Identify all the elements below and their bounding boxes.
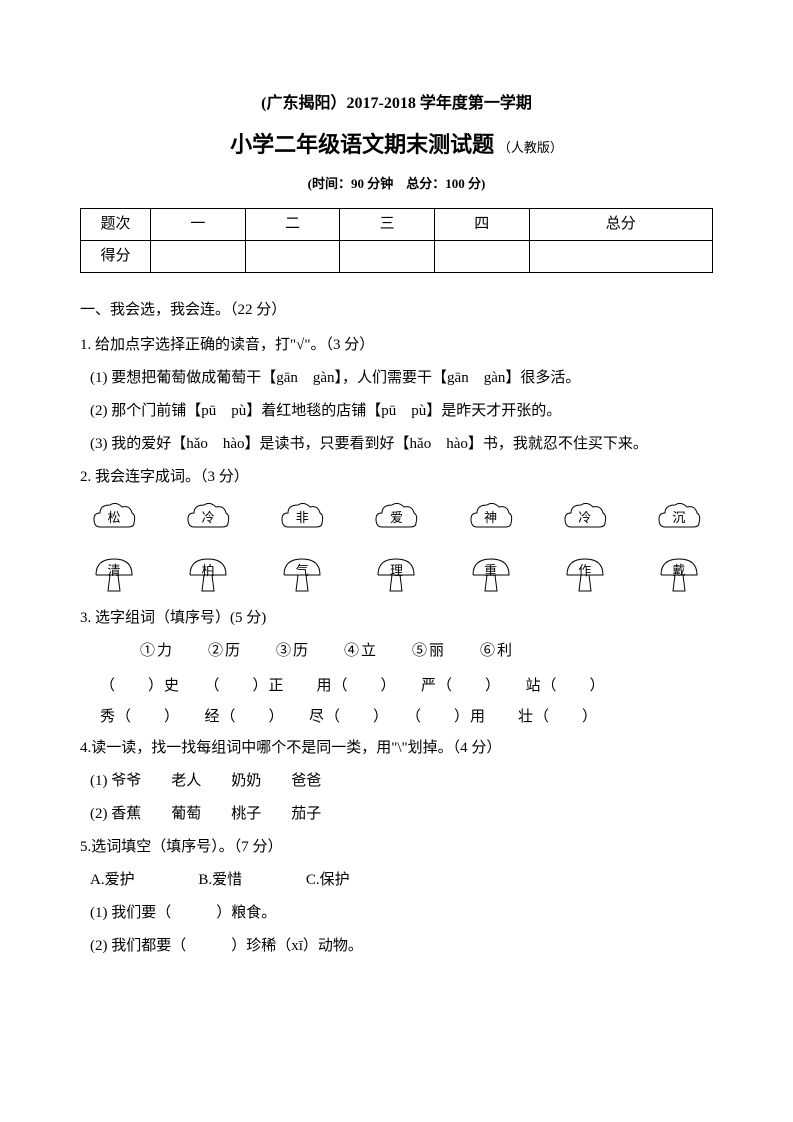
mushroom-label: 重 — [484, 559, 497, 582]
exam-header: (广东揭阳）2017-2018 学年度第一学期 小学二年级语文期末测试题 （人教… — [80, 90, 713, 196]
q4-sub2: (2) 香蕉 葡萄 桃子 茄子 — [90, 801, 713, 828]
header-line2: 小学二年级语文期末测试题 — [230, 125, 494, 165]
section-1-title: 一、我会选，我会连。（22 分） — [80, 297, 713, 324]
cloud-item: 冷 — [184, 499, 232, 537]
cloud-label: 非 — [296, 506, 309, 529]
mushroom-label: 理 — [390, 559, 403, 582]
q3-row2: 秀（ ） 经（ ） 尽（ ） （ ）用 壮（ ） — [100, 704, 713, 731]
mushroom-label: 气 — [296, 559, 309, 582]
q4-sub1: (1) 爷爷 老人 奶奶 爸爸 — [90, 768, 713, 795]
cell — [434, 240, 529, 272]
cell: 题次 — [81, 208, 151, 240]
mushroom-item: 柏 — [184, 555, 232, 595]
mushroom-item: 重 — [467, 555, 515, 595]
cell: 得分 — [81, 240, 151, 272]
header-line1: (广东揭阳）2017-2018 学年度第一学期 — [80, 90, 713, 119]
mushroom-item: 理 — [372, 555, 420, 595]
mushroom-label: 作 — [578, 559, 591, 582]
q3-options: ①力 ②历 ③历 ④立 ⑤丽 ⑥利 — [140, 638, 713, 665]
q5-optB: B.爱惜 — [198, 872, 242, 888]
q2-title: 2. 我会连字成词。（3 分） — [80, 464, 713, 491]
cell — [245, 240, 340, 272]
q1-sub3: (3) 我的爱好【hǎo hào】是读书，只要看到好【hǎo hào】书，我就忍… — [90, 431, 713, 458]
q1-sub1: (1) 要想把葡萄做成葡萄干【gān gàn】，人们需要干【gān gàn】很多… — [90, 365, 713, 392]
q5-sub2: (2) 我们都要（ ）珍稀（xī）动物。 — [90, 933, 713, 960]
cloud-label: 神 — [484, 506, 497, 529]
cloud-row: 松 冷 非 爱 神 冷 沉 — [80, 499, 713, 537]
cell — [340, 240, 435, 272]
q5-options: A.爱护 B.爱惜 C.保护 — [90, 867, 713, 894]
cloud-label: 冷 — [578, 506, 591, 529]
q3-title: 3. 选字组词（填序号）(5 分) — [80, 605, 713, 632]
cell: 二 — [245, 208, 340, 240]
cloud-item: 非 — [278, 499, 326, 537]
cloud-item: 爱 — [372, 499, 420, 537]
q5-optA: A.爱护 — [90, 872, 135, 888]
q3-row1: （ ）史 （ ）正 用（ ） 严（ ） 站（ ） — [100, 673, 713, 700]
mushroom-label: 柏 — [202, 559, 215, 582]
cloud-item: 松 — [90, 499, 138, 537]
q5-title: 5.选词填空（填序号）。（7 分） — [80, 834, 713, 861]
cell — [529, 240, 712, 272]
cell: 三 — [340, 208, 435, 240]
cloud-item: 冷 — [561, 499, 609, 537]
cloud-label: 沉 — [672, 506, 685, 529]
mushroom-item: 戴 — [655, 555, 703, 595]
cloud-item: 神 — [467, 499, 515, 537]
cell: 一 — [151, 208, 246, 240]
cell — [151, 240, 246, 272]
mushroom-label: 清 — [107, 559, 120, 582]
table-row: 得分 — [81, 240, 713, 272]
mushroom-item: 清 — [90, 555, 138, 595]
table-row: 题次 一 二 三 四 总分 — [81, 208, 713, 240]
mushroom-item: 作 — [561, 555, 609, 595]
header-line2-sub: （人教版） — [498, 136, 563, 159]
cloud-item: 沉 — [655, 499, 703, 537]
q4-title: 4.读一读，找一找每组词中哪个不是同一类，用"\"划掉。（4 分） — [80, 735, 713, 762]
cloud-label: 松 — [107, 506, 120, 529]
score-table: 题次 一 二 三 四 总分 得分 — [80, 208, 713, 273]
q1-sub2: (2) 那个门前铺【pū pù】着红地毯的店铺【pū pù】是昨天才开张的。 — [90, 398, 713, 425]
mushroom-item: 气 — [278, 555, 326, 595]
cell: 四 — [434, 208, 529, 240]
q5-optC: C.保护 — [306, 872, 350, 888]
q5-sub1: (1) 我们要（ ）粮食。 — [90, 900, 713, 927]
q1-title: 1. 给加点字选择正确的读音，打"√"。（3 分） — [80, 332, 713, 359]
cloud-label: 冷 — [202, 506, 215, 529]
cell: 总分 — [529, 208, 712, 240]
mushroom-row: 清 柏 气 理 重 作 戴 — [80, 555, 713, 595]
cloud-label: 爱 — [390, 506, 403, 529]
header-title-wrap: 小学二年级语文期末测试题 （人教版） — [80, 125, 713, 169]
header-line3: (时间：90 分钟 总分：100 分) — [80, 172, 713, 195]
mushroom-label: 戴 — [672, 559, 685, 582]
